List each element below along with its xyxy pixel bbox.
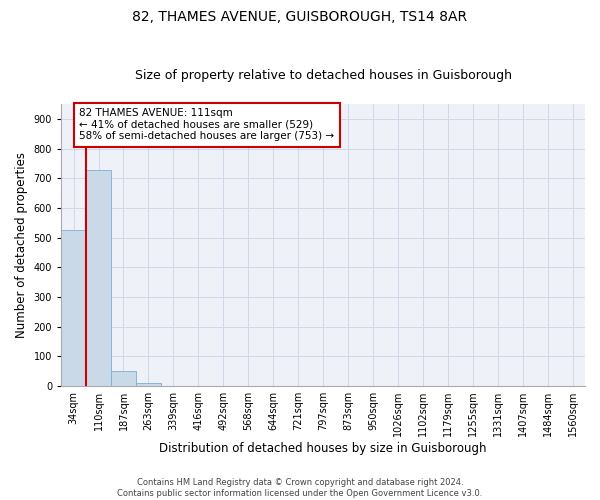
- Text: 82 THAMES AVENUE: 111sqm
← 41% of detached houses are smaller (529)
58% of semi-: 82 THAMES AVENUE: 111sqm ← 41% of detach…: [79, 108, 335, 142]
- Y-axis label: Number of detached properties: Number of detached properties: [15, 152, 28, 338]
- X-axis label: Distribution of detached houses by size in Guisborough: Distribution of detached houses by size …: [159, 442, 487, 455]
- Bar: [111, 371, 136, 386]
- Bar: [86, 170, 111, 386]
- Bar: [136, 383, 161, 386]
- Bar: [61, 230, 86, 386]
- Text: Contains HM Land Registry data © Crown copyright and database right 2024.
Contai: Contains HM Land Registry data © Crown c…: [118, 478, 482, 498]
- Title: Size of property relative to detached houses in Guisborough: Size of property relative to detached ho…: [134, 69, 512, 82]
- Text: 82, THAMES AVENUE, GUISBOROUGH, TS14 8AR: 82, THAMES AVENUE, GUISBOROUGH, TS14 8AR: [133, 10, 467, 24]
